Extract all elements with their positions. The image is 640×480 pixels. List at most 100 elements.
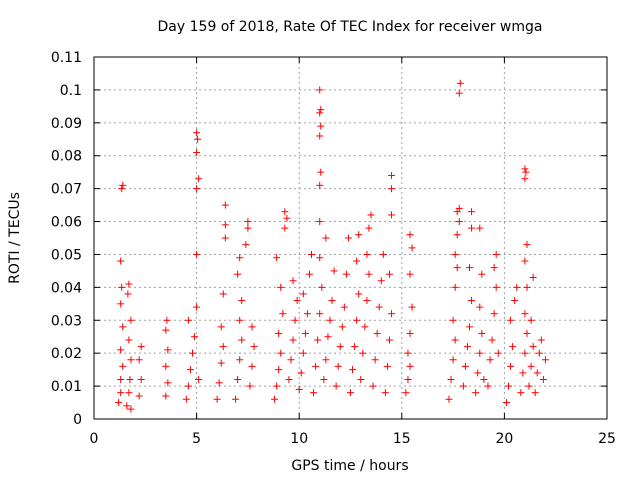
data-point bbox=[383, 362, 391, 370]
data-point bbox=[369, 382, 377, 390]
data-point bbox=[297, 369, 305, 377]
y-tick-label: 0.02 bbox=[51, 346, 82, 362]
data-point bbox=[217, 359, 225, 367]
data-point bbox=[363, 250, 371, 258]
data-point bbox=[521, 310, 529, 318]
data-point bbox=[455, 89, 463, 97]
data-point bbox=[125, 336, 133, 344]
data-point bbox=[137, 343, 145, 351]
data-point bbox=[478, 270, 486, 278]
data-point bbox=[193, 129, 201, 137]
data-point bbox=[484, 382, 492, 390]
data-point bbox=[193, 185, 201, 193]
data-point bbox=[385, 336, 393, 344]
data-point bbox=[236, 316, 244, 324]
data-point bbox=[521, 175, 529, 183]
data-point bbox=[344, 234, 352, 242]
data-point bbox=[316, 86, 324, 94]
data-point bbox=[119, 362, 127, 370]
y-tick-label: 0.04 bbox=[51, 280, 82, 296]
data-point bbox=[118, 283, 126, 291]
data-point bbox=[347, 389, 354, 397]
data-point bbox=[404, 349, 412, 357]
x-tick-label: 10 bbox=[290, 431, 308, 447]
data-point bbox=[529, 273, 537, 281]
data-point bbox=[317, 106, 325, 114]
data-point bbox=[317, 122, 325, 130]
data-point bbox=[277, 349, 285, 357]
data-point bbox=[305, 270, 313, 278]
data-point bbox=[406, 270, 414, 278]
data-point bbox=[521, 257, 529, 265]
data-point bbox=[316, 218, 324, 226]
data-point bbox=[195, 175, 203, 183]
data-point bbox=[353, 257, 361, 265]
data-point bbox=[490, 264, 498, 272]
data-point bbox=[316, 109, 324, 117]
data-point bbox=[123, 402, 131, 410]
data-point bbox=[406, 231, 414, 239]
data-point bbox=[523, 283, 531, 291]
data-point bbox=[468, 297, 476, 305]
data-point bbox=[283, 214, 291, 222]
data-point bbox=[236, 254, 244, 262]
data-point bbox=[277, 283, 285, 291]
data-point bbox=[332, 382, 340, 390]
data-point bbox=[232, 395, 240, 403]
data-point bbox=[308, 250, 316, 258]
y-tick-label: 0.08 bbox=[51, 149, 82, 165]
data-point bbox=[299, 349, 307, 357]
data-point bbox=[221, 221, 229, 229]
data-point bbox=[250, 343, 258, 351]
data-point bbox=[137, 376, 145, 384]
data-point bbox=[385, 270, 393, 278]
data-point bbox=[365, 270, 373, 278]
x-tick-label: 25 bbox=[598, 431, 616, 447]
data-point bbox=[377, 277, 385, 285]
data-point bbox=[118, 185, 126, 193]
y-tick-label: 0.03 bbox=[51, 313, 82, 329]
y-tick-label: 0.09 bbox=[51, 116, 82, 132]
data-point bbox=[217, 323, 225, 331]
data-point bbox=[316, 254, 324, 262]
data-point bbox=[478, 329, 486, 337]
data-points bbox=[115, 79, 549, 413]
data-point bbox=[449, 356, 457, 364]
data-point bbox=[238, 297, 246, 305]
data-point bbox=[117, 376, 125, 384]
data-point bbox=[162, 326, 170, 334]
data-point bbox=[521, 349, 529, 357]
data-point bbox=[273, 254, 281, 262]
data-point bbox=[117, 346, 125, 354]
data-point bbox=[388, 171, 396, 179]
data-point bbox=[285, 376, 293, 384]
data-point bbox=[310, 389, 318, 397]
data-point bbox=[244, 218, 252, 226]
data-point bbox=[451, 283, 459, 291]
data-point bbox=[529, 343, 537, 351]
data-point bbox=[466, 264, 474, 272]
data-point bbox=[316, 181, 324, 189]
data-point bbox=[119, 323, 127, 331]
data-point bbox=[162, 362, 170, 370]
y-tick-label: 0.01 bbox=[51, 379, 82, 395]
grid bbox=[94, 57, 607, 419]
data-point bbox=[492, 283, 500, 291]
data-point bbox=[480, 376, 488, 384]
data-point bbox=[492, 250, 500, 258]
data-point bbox=[455, 204, 463, 212]
data-point bbox=[541, 356, 549, 364]
data-point bbox=[322, 234, 330, 242]
data-point bbox=[299, 290, 307, 298]
data-point bbox=[340, 303, 348, 311]
y-tick-label: 0.06 bbox=[51, 215, 82, 231]
data-point bbox=[513, 283, 521, 291]
data-point bbox=[363, 297, 371, 305]
data-point bbox=[476, 349, 484, 357]
data-point bbox=[195, 376, 203, 384]
data-point bbox=[124, 290, 132, 298]
data-point bbox=[115, 399, 123, 407]
data-point bbox=[388, 185, 396, 193]
data-point bbox=[531, 389, 539, 397]
data-point bbox=[537, 336, 545, 344]
